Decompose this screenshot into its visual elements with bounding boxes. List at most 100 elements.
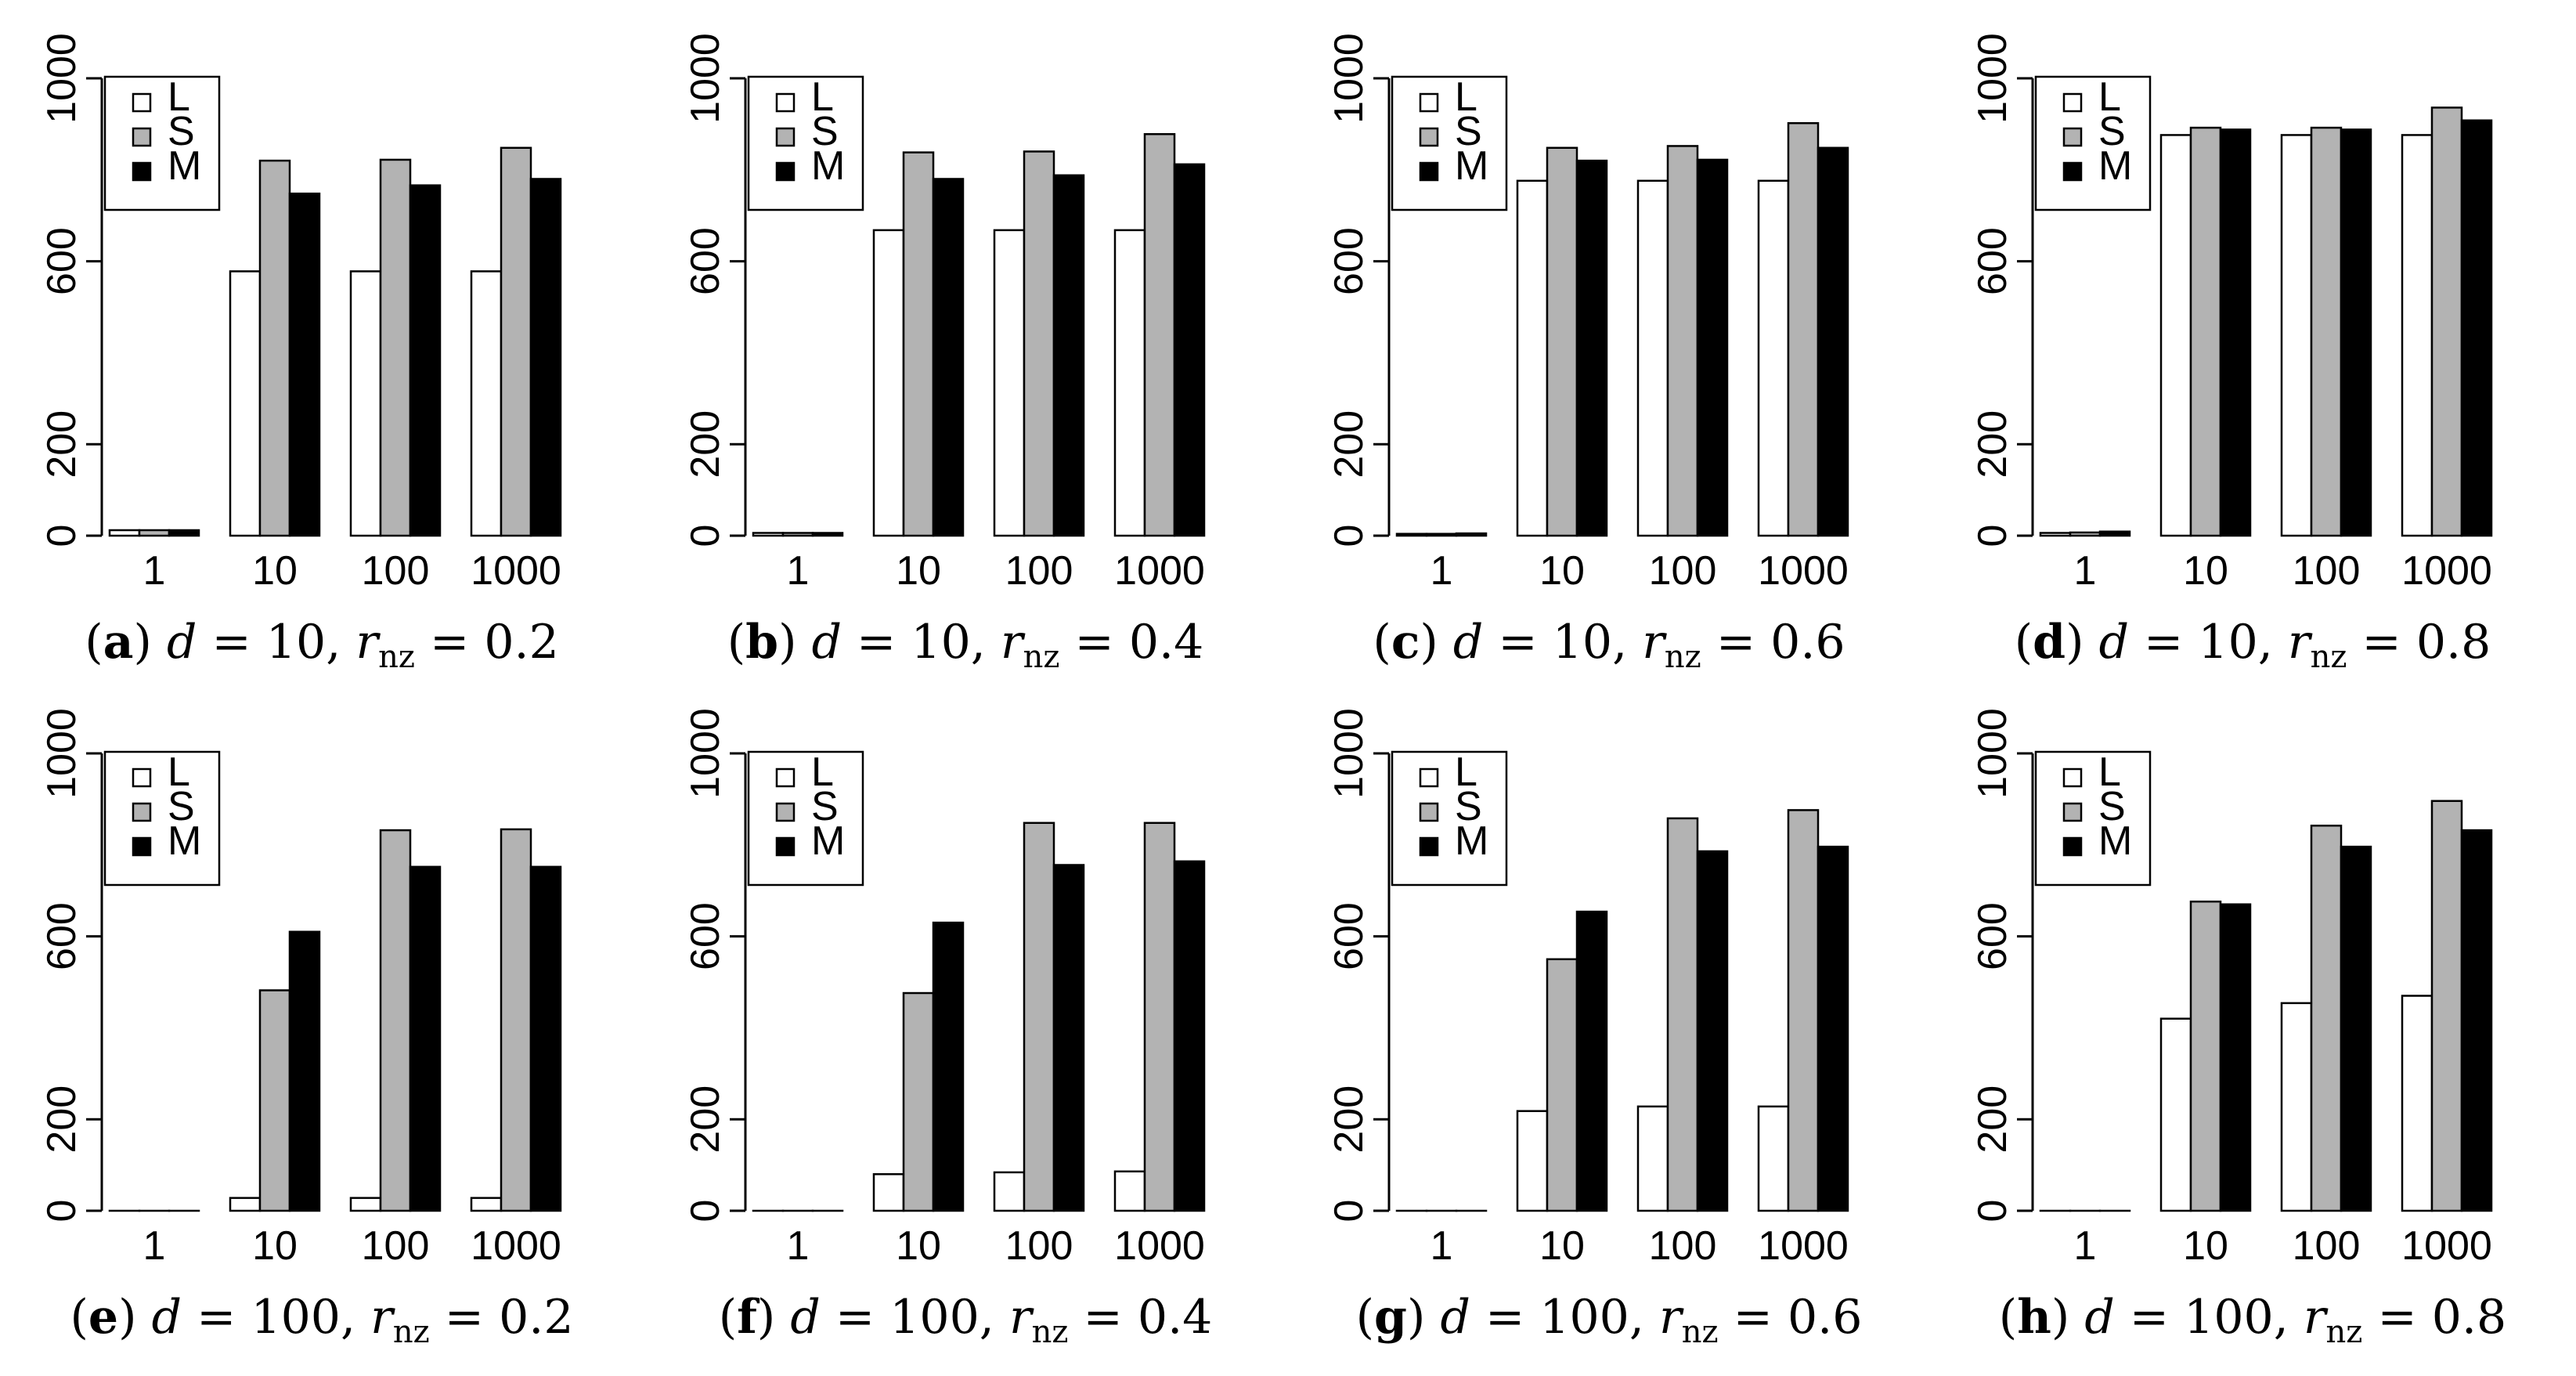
caption-r-symbol: r	[1001, 615, 1026, 670]
bar-M-10	[932, 178, 965, 537]
x-tick-label: 10	[2183, 548, 2228, 594]
bar-S-1000	[500, 828, 532, 1212]
bar-M-100	[1052, 864, 1085, 1212]
bar-L-1000	[1757, 179, 1790, 537]
bar-S-100	[1666, 817, 1699, 1212]
bar-M-1000	[1817, 845, 1849, 1212]
caption-d-symbol: d	[152, 1290, 182, 1345]
caption-r-value: 0.2	[499, 1290, 573, 1345]
y-tick-label: 1000	[683, 708, 728, 799]
panel-caption: (g) d = 100, rnz = 0.6	[1356, 1290, 1863, 1350]
bar-L-1	[2039, 532, 2072, 537]
bar-L-1	[108, 529, 141, 537]
x-tick-label: 1000	[1114, 548, 1205, 594]
legend-label-S: S	[811, 109, 839, 154]
caption-r-subscript: nz	[1682, 1314, 1719, 1350]
y-tick-label: 200	[683, 1085, 728, 1154]
caption-r-subscript: nz	[2326, 1314, 2363, 1350]
legend-label-S: S	[811, 784, 839, 829]
x-tick-label: 1000	[471, 548, 561, 594]
bar-M-1	[1455, 532, 1488, 537]
legend-label-M: M	[811, 143, 845, 189]
legend-swatch-L	[1419, 767, 1439, 788]
x-tick-label: 100	[1649, 1223, 1717, 1269]
x-tick-label: 1	[787, 1223, 810, 1269]
bar-S-100	[1023, 150, 1055, 537]
bar-L-1000	[2401, 134, 2433, 537]
bar-L-10	[229, 1197, 262, 1212]
bar-L-10	[229, 270, 262, 537]
bar-S-10	[1546, 958, 1578, 1212]
caption-r-value: 0.8	[2416, 615, 2491, 670]
legend-swatch-L	[1419, 92, 1439, 113]
legend-box	[1391, 750, 1508, 887]
bar-chart-a: 0 200 600 1000 1 10 100 1000 LSM (a) d = 10, rnz …	[39, 33, 562, 675]
y-tick-label: 200	[39, 1085, 85, 1154]
caption-r-value: 0.6	[1770, 615, 1845, 670]
caption-r-symbol: r	[1659, 1290, 1684, 1345]
legend-label-S: S	[168, 109, 195, 154]
x-tick-label: 1000	[2401, 1223, 2492, 1269]
bar-L-100	[1636, 179, 1669, 537]
y-tick-label: 0	[1326, 525, 1372, 547]
legend-swatch-L	[775, 92, 796, 113]
bar-chart-f: 0 200 600 1000 1 10 100 1000 LSM (f) d = 100, rnz…	[683, 708, 1212, 1350]
caption-r-subscript: nz	[393, 1314, 430, 1350]
legend-label-L: L	[1455, 74, 1477, 120]
bar-M-10	[288, 192, 321, 537]
caption-d-value: 10	[266, 615, 326, 670]
chart-panel-b: 0 200 600 1000 1 10 100 1000 L S M (b) d = 10, rnz …	[644, 0, 1287, 688]
caption-r-subscript: nz	[2311, 639, 2347, 675]
bar-L-1000	[470, 270, 503, 537]
bar-S-100	[1666, 145, 1699, 537]
legend-label-S: S	[2098, 784, 2126, 829]
legend-label-L: L	[2098, 749, 2121, 795]
x-tick-label: 100	[2293, 1223, 2361, 1269]
legend-swatch-M	[2062, 161, 2083, 182]
legend-swatch-S	[2062, 802, 2083, 822]
bar-S-10	[902, 151, 935, 537]
chart-panel-f: 0 200 600 1000 1 10 100 1000 L S M (f) d = 100, rnz…	[644, 675, 1287, 1363]
y-tick-label: 1000	[1326, 708, 1372, 799]
x-tick-label: 100	[362, 1223, 430, 1269]
bar-L-100	[2280, 134, 2313, 537]
panel-caption: (e) d = 100, rnz = 0.2	[70, 1290, 574, 1350]
chart-panel-c: 0 200 600 1000 1 10 100 1000 L S M (c) d = 10, rnz …	[1287, 0, 1931, 688]
y-tick-label: 200	[1326, 410, 1372, 479]
caption-r-subscript: nz	[1032, 1314, 1069, 1350]
bar-L-10	[1516, 179, 1549, 537]
legend-swatch-M	[132, 161, 152, 182]
caption-r-subscript: nz	[378, 639, 415, 675]
y-tick-label: 1000	[1970, 33, 2015, 124]
legend-box	[103, 75, 221, 211]
bar-M-100	[1696, 850, 1729, 1212]
bar-S-1000	[1143, 132, 1176, 537]
caption-d-value: 100	[889, 1290, 980, 1345]
bar-M-1	[168, 529, 200, 537]
bar-L-100	[349, 270, 382, 537]
bar-M-1000	[1817, 146, 1849, 537]
legend-label-L: L	[1455, 749, 1477, 795]
y-tick-label: 200	[39, 410, 85, 479]
x-tick-label: 1000	[471, 1223, 561, 1269]
legend-swatch-L	[132, 92, 152, 113]
legend-box	[747, 750, 864, 887]
x-tick-label: 1	[1431, 548, 1453, 594]
legend-label-S: S	[168, 784, 195, 829]
legend-swatch-S	[775, 127, 796, 147]
bar-L-10	[2159, 134, 2192, 537]
panel-caption: (h) d = 100, rnz = 0.8	[1999, 1290, 2506, 1350]
chart-panel-g: 0 200 600 1000 1 10 100 1000 L S M (g) d = 100, rnz…	[1287, 675, 1931, 1363]
legend-swatch-S	[1419, 802, 1439, 822]
caption-d-symbol: d	[790, 1290, 820, 1345]
legend-label-M: M	[168, 143, 201, 189]
bar-S-1000	[1787, 809, 1820, 1212]
legend-label-M: M	[1455, 818, 1488, 864]
caption-d-value: 10	[2198, 615, 2257, 670]
caption-d-symbol: d	[1453, 615, 1483, 670]
bar-M-1000	[529, 178, 562, 537]
x-tick-label: 1	[1431, 1223, 1453, 1269]
bar-M-1	[811, 532, 844, 537]
legend-swatch-M	[775, 161, 796, 182]
